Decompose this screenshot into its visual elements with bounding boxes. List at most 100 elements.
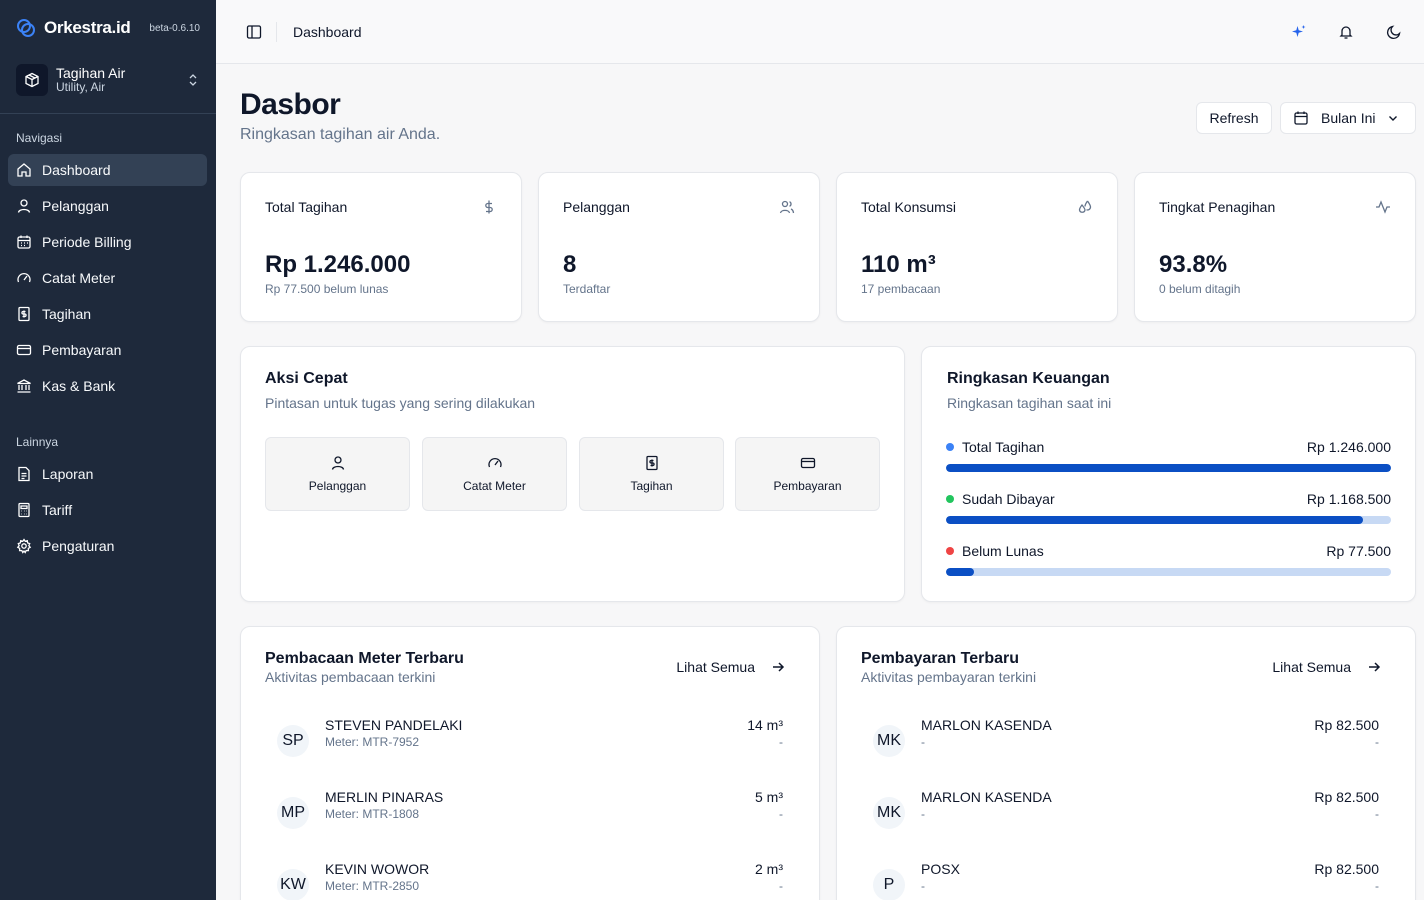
user-icon bbox=[331, 456, 344, 470]
period-select[interactable]: Bulan Ini bbox=[1280, 102, 1416, 134]
quick-action-catat-meter[interactable]: Catat Meter bbox=[422, 437, 567, 511]
sidebar-item-label: Pengaturan bbox=[42, 538, 115, 554]
org-name: Tagihan Air bbox=[56, 65, 126, 82]
stat-label: Total Konsumsi bbox=[861, 199, 956, 215]
sidebar-item-dashboard[interactable]: Dashboard bbox=[8, 154, 207, 186]
sidebar-item-pembayaran[interactable]: Pembayaran bbox=[8, 334, 207, 366]
home-icon bbox=[16, 162, 32, 178]
sidebar-item-pengaturan[interactable]: Pengaturan bbox=[8, 530, 207, 562]
quick-action-pembayaran[interactable]: Pembayaran bbox=[735, 437, 880, 511]
stat-sub: 17 pembacaan bbox=[861, 282, 941, 296]
stat-sub: 0 belum ditagih bbox=[1159, 282, 1241, 296]
stat-sub: Terdaftar bbox=[563, 282, 611, 296]
stat-card-pelanggan: Pelanggan 8 Terdaftar bbox=[538, 172, 820, 322]
chevron-down-icon bbox=[1389, 116, 1398, 121]
receipt-icon bbox=[645, 455, 658, 471]
avatar: P bbox=[873, 869, 905, 900]
avatar: MP bbox=[277, 797, 309, 829]
activity-icon bbox=[1376, 200, 1390, 214]
stat-value: 8 bbox=[563, 251, 577, 278]
finance-row-paid: Sudah Dibayar Rp 1.168.500 bbox=[946, 490, 1391, 524]
progress-bar bbox=[946, 516, 1391, 524]
droplets-icon bbox=[1078, 200, 1092, 213]
page-title: Dasbor bbox=[240, 88, 341, 121]
chevrons-up-down-icon bbox=[189, 74, 197, 86]
quick-action-label: Pelanggan bbox=[308, 479, 367, 493]
receipt-icon bbox=[16, 306, 32, 322]
sidebar-item-tagihan[interactable]: Tagihan bbox=[8, 298, 207, 330]
file-icon bbox=[16, 466, 32, 482]
sidebar-item-periode-billing[interactable]: Periode Billing bbox=[8, 226, 207, 258]
sidebar-item-catat-meter[interactable]: Catat Meter bbox=[8, 262, 207, 294]
finance-row-label: Sudah Dibayar bbox=[962, 491, 1055, 507]
sidebar-item-label: Laporan bbox=[42, 466, 94, 482]
moon-icon[interactable] bbox=[1386, 24, 1402, 40]
quick-action-label: Pembayaran bbox=[773, 479, 842, 493]
stat-label: Pelanggan bbox=[563, 199, 630, 215]
payment-sub: - bbox=[1375, 735, 1379, 749]
progress-bar bbox=[946, 464, 1391, 472]
sidebar-item-kas-bank[interactable]: Kas & Bank bbox=[8, 370, 207, 402]
avatar: MK bbox=[873, 797, 905, 829]
finance-row-unpaid: Belum Lunas Rp 77.500 bbox=[946, 542, 1391, 576]
progress-fill bbox=[946, 568, 974, 576]
payer-name: POSX bbox=[921, 861, 960, 877]
stat-card-total-konsumsi: Total Konsumsi 110 m³ 17 pembacaan bbox=[836, 172, 1118, 322]
meter-readings-title: Pembacaan Meter Terbaru bbox=[265, 650, 464, 667]
calendar-icon bbox=[1294, 111, 1308, 125]
quick-action-pelanggan[interactable]: Pelanggan bbox=[265, 437, 410, 511]
users-icon bbox=[779, 200, 795, 214]
sidebar-toggle-icon[interactable] bbox=[246, 24, 262, 40]
recent-payments-title: Pembayaran Terbaru bbox=[861, 650, 1019, 667]
see-all-meter-link[interactable]: Lihat Semua bbox=[676, 659, 785, 675]
customer-name: MERLIN PINARAS bbox=[325, 789, 444, 805]
payment-amount: Rp 82.500 bbox=[1314, 717, 1379, 733]
breadcrumb[interactable]: Dashboard bbox=[293, 24, 362, 40]
user-icon bbox=[16, 198, 32, 214]
list-item[interactable]: KW KEVIN WOWOR Meter: MTR-2850 2 m³ - bbox=[277, 861, 783, 900]
bank-icon bbox=[16, 378, 32, 394]
quick-action-tagihan[interactable]: Tagihan bbox=[579, 437, 724, 511]
calculator-icon bbox=[16, 502, 32, 518]
nav-section-label: Lainnya bbox=[16, 435, 59, 449]
payer-name: MARLON KASENDA bbox=[921, 789, 1052, 805]
list-item[interactable]: MK MARLON KASENDA - Rp 82.500 - bbox=[873, 789, 1379, 837]
sidebar-item-pelanggan[interactable]: Pelanggan bbox=[8, 190, 207, 222]
sidebar: Orkestra.id beta-0.6.10 Tagihan Air Util… bbox=[0, 0, 216, 900]
sidebar-item-tariff[interactable]: Tariff bbox=[8, 494, 207, 526]
sidebar-item-label: Tagihan bbox=[42, 306, 92, 322]
reading-value: 14 m³ bbox=[747, 717, 783, 733]
brand[interactable]: Orkestra.id beta-0.6.10 bbox=[16, 16, 200, 40]
status-dot bbox=[946, 495, 954, 503]
see-all-label: Lihat Semua bbox=[1272, 659, 1351, 675]
list-item[interactable]: MK MARLON KASENDA - Rp 82.500 - bbox=[873, 717, 1379, 765]
refresh-button[interactable]: Refresh bbox=[1196, 102, 1272, 134]
bell-icon[interactable] bbox=[1338, 24, 1354, 40]
reading-sub: - bbox=[779, 807, 783, 821]
stat-value: 110 m³ bbox=[861, 251, 936, 278]
meter-readings-card: Pembacaan Meter Terbaru Aktivitas pembac… bbox=[240, 626, 820, 900]
see-all-payments-link[interactable]: Lihat Semua bbox=[1272, 659, 1381, 675]
reading-value: 5 m³ bbox=[755, 789, 783, 805]
finance-row-amount: Rp 1.168.500 bbox=[1306, 491, 1391, 507]
page-subtitle: Ringkasan tagihan air Anda. bbox=[240, 126, 441, 143]
period-select-value: Bulan Ini bbox=[1321, 110, 1376, 126]
list-item[interactable]: SP STEVEN PANDELAKI Meter: MTR-7952 14 m… bbox=[277, 717, 783, 765]
finance-row-amount: Rp 1.246.000 bbox=[1306, 439, 1391, 455]
arrow-right-icon bbox=[1369, 662, 1381, 672]
sparkles-icon[interactable] bbox=[1291, 24, 1307, 40]
reading-sub: - bbox=[779, 879, 783, 893]
recent-payments-card: Pembayaran Terbaru Aktivitas pembayaran … bbox=[836, 626, 1416, 900]
header-divider bbox=[276, 22, 277, 42]
list-item[interactable]: P POSX - Rp 82.500 - bbox=[873, 861, 1379, 900]
arrow-right-icon bbox=[773, 662, 785, 672]
stat-value: Rp 1.246.000 bbox=[265, 251, 411, 278]
reading-sub: - bbox=[779, 735, 783, 749]
finance-summary-subtitle: Ringkasan tagihan saat ini bbox=[947, 395, 1112, 411]
sidebar-item-laporan[interactable]: Laporan bbox=[8, 458, 207, 490]
org-switcher[interactable]: Tagihan Air Utility, Air bbox=[16, 62, 200, 98]
nav-other: Laporan Tariff Pengaturan bbox=[8, 458, 207, 566]
nav-main: Dashboard Pelanggan Periode Billing Cata… bbox=[8, 154, 207, 406]
credit-card-icon bbox=[16, 342, 32, 358]
list-item[interactable]: MP MERLIN PINARAS Meter: MTR-1808 5 m³ - bbox=[277, 789, 783, 837]
